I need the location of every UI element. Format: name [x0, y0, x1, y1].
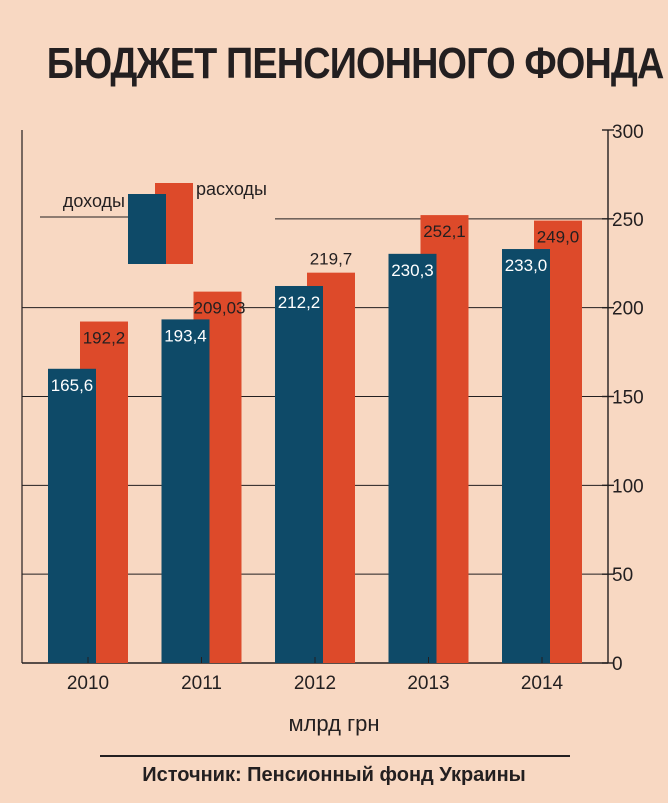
bar-income — [161, 319, 210, 663]
y-tick-label: 200 — [612, 299, 644, 320]
legend-label-expense: расходы — [196, 179, 267, 199]
bar-chart: 0 50 100 150 200 250 300 165,6 192,2 2010 193,4 209… — [21, 122, 644, 694]
bar-income — [388, 253, 437, 663]
x-tick-label: 2012 — [294, 673, 336, 694]
source-note: Источник: Пенсионный фонд Украины — [142, 764, 526, 786]
y-tick-label: 100 — [612, 476, 644, 497]
data-label-expense: 249,0 — [537, 228, 580, 247]
data-label-income: 165,6 — [51, 376, 94, 395]
y-tick-label: 250 — [612, 210, 644, 231]
x-tick-label: 2010 — [67, 673, 109, 694]
data-label-expense: 192,2 — [83, 329, 126, 348]
chart-title: БЮДЖЕТ ПЕНСИОННОГО ФОНДА — [46, 39, 665, 88]
data-label-expense: 252,1 — [423, 222, 466, 241]
data-label-expense: 209,03 — [194, 299, 246, 318]
legend-label-income: доходы — [63, 191, 125, 211]
y-tick-label: 300 — [612, 122, 644, 143]
x-tick-label: 2013 — [407, 673, 449, 694]
data-label-income: 193,4 — [164, 326, 207, 345]
data-label-income: 233,0 — [505, 256, 548, 275]
divider — [100, 755, 570, 757]
bar-income — [502, 249, 550, 663]
data-label-income: 230,3 — [391, 261, 434, 280]
unit-label: млрд грн — [288, 711, 380, 736]
bar-income — [275, 285, 323, 663]
data-label-expense: 219,7 — [310, 250, 353, 269]
data-label-income: 212,2 — [278, 293, 321, 312]
legend-swatch-income — [128, 194, 166, 264]
x-tick-label: 2014 — [521, 673, 564, 694]
x-tick-label: 2011 — [181, 673, 222, 694]
y-tick-label: 50 — [612, 565, 633, 586]
bar-income — [48, 368, 96, 663]
y-tick-label: 0 — [612, 654, 623, 675]
y-tick-label: 150 — [612, 388, 644, 409]
